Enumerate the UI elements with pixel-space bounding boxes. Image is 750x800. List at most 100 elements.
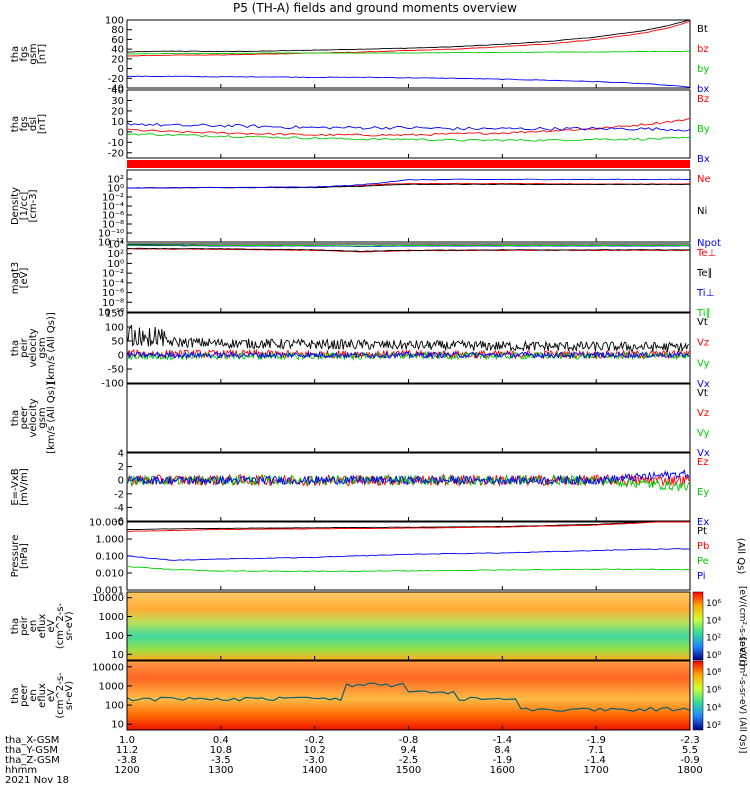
y-axis-label: fgs: [19, 46, 30, 61]
x-axis-value: -0.9: [680, 755, 700, 766]
series-line-Npot: [126, 178, 691, 189]
legend-label: Bx: [697, 154, 710, 165]
y-axis-label: fgs: [19, 116, 30, 131]
legend-label: Ey: [697, 487, 709, 498]
series-line-Vx: [126, 350, 690, 360]
y-axis-label: gsm: [37, 407, 48, 428]
legend-label: Vy: [697, 428, 710, 439]
y-tick-label: -10: [108, 138, 124, 149]
colorbar: 10⁶ 10⁴ 10² 10⁰: [692, 591, 721, 661]
y-tick-label: 10: [111, 650, 124, 661]
series-line-bx: [126, 75, 691, 88]
y-tick-label: 0: [118, 127, 124, 138]
y-tick-label: 10⁻⁶: [102, 288, 124, 299]
x-axis-value: -1.9: [493, 755, 513, 766]
x-axis-value: 1400: [302, 765, 327, 776]
spectrogram-ridge: [126, 682, 691, 712]
y-tick-label: 10⁻⁴: [102, 278, 124, 289]
legend-label: (All Qs): [735, 538, 746, 575]
y-tick-label: 10⁴: [107, 240, 124, 251]
y-tick-label: 0: [118, 476, 124, 487]
y-axis-label: eV: [46, 619, 57, 632]
legend-label: bz: [697, 44, 709, 55]
series-line-By: [126, 133, 691, 142]
legend-label: Vx: [697, 379, 710, 390]
y-axis-label: velocity: [28, 328, 39, 367]
y-axis-label: E=-VxB: [10, 468, 21, 505]
y-axis-label: [mV/m]: [19, 468, 30, 506]
y-axis-label: [eV]: [19, 268, 30, 289]
legend-label: Ti⊥: [696, 288, 714, 299]
y-tick-label: -4: [114, 503, 124, 514]
y-axis-label: tha: [10, 618, 21, 634]
spectrogram-field: [127, 592, 690, 660]
legend-label: Bz: [697, 94, 709, 105]
x-axis-value: 1800: [677, 765, 702, 776]
y-tick-label: 10²: [107, 175, 124, 186]
colorbar-tick-label: 10⁶: [706, 599, 721, 609]
x-axis-value: 8.4: [494, 745, 510, 756]
x-axis-value: 1500: [396, 765, 421, 776]
legend-label: Pe: [697, 556, 709, 567]
panels: thafgsgsm[nT]100806040200-20-40Btbzbybxt…: [10, 16, 747, 754]
y-tick-label: 10⁻⁸: [102, 220, 124, 231]
legend-label: bx: [697, 84, 709, 95]
x-axis-value: 0.4: [213, 735, 229, 746]
panel-frame: [126, 89, 691, 159]
legend-label: Vy: [697, 358, 710, 369]
series-line-by: [126, 50, 691, 55]
y-axis-label: gsm: [37, 337, 48, 358]
y-axis-label: dsl: [28, 117, 39, 131]
legend-label: Vt: [697, 388, 708, 399]
y-tick-label: 20: [111, 106, 124, 117]
legend-label: by: [697, 64, 709, 75]
y-tick-label: 40: [111, 45, 124, 56]
y-axis-label: sr-eV): [64, 681, 75, 710]
series-line-Te∥: [126, 247, 691, 252]
y-tick-label: 0.001: [95, 586, 124, 597]
y-tick-label: 1.000: [95, 535, 124, 546]
separator-band: [127, 160, 690, 168]
y-tick-label: 10000: [92, 593, 124, 604]
y-axis-label: velocity: [28, 398, 39, 437]
y-axis-label: peir: [19, 615, 30, 635]
y-tick-label: -20: [108, 74, 124, 85]
colorbar-strip: [692, 591, 704, 661]
x-axis-row-label: tha_Z-GSM: [5, 755, 60, 766]
y-axis-label: peer: [19, 406, 30, 430]
x-axis-value: 1.0: [119, 735, 135, 746]
density-panel: Density[1/cc][cm-3]10²10⁰10⁻²10⁻⁴10⁻⁶10⁻…: [10, 169, 721, 249]
colorbar-tick-label: 10⁴: [706, 616, 721, 626]
legend-label: Ez: [697, 457, 709, 468]
series-line-Te⊥: [126, 248, 691, 253]
y-tick-label: 60: [111, 35, 124, 46]
series-line-bz: [126, 20, 691, 57]
x-axis-value: -3.0: [305, 755, 325, 766]
colorbar-tick-label: 10⁴: [706, 703, 721, 713]
series-line-Bx: [126, 122, 691, 132]
legend-label: Ex: [697, 517, 709, 528]
colorbar-tick-label: 10²: [706, 721, 721, 731]
peer_spectrogram-panel: 10⁸ 10⁶ 10⁴ 10² thapeerenefluxeV(cm^2-s-sr-e…: [10, 660, 721, 731]
series-line-Ti∥: [126, 244, 691, 247]
x-axis-value: -3.8: [117, 755, 137, 766]
y-tick-label: 10.000: [89, 518, 124, 529]
x-axis-value: 10.2: [304, 745, 326, 756]
legend-label: Vt: [697, 317, 708, 328]
y-axis-label: peir: [19, 337, 30, 357]
figure-title: P5 (TH-A) fields and ground moments over…: [233, 1, 517, 15]
y-tick-label: 4: [118, 449, 124, 460]
spectrogram-field: [127, 661, 690, 730]
x-axis-value: 1600: [490, 765, 515, 776]
panel-frame: [126, 169, 691, 243]
legend-label: Ti∥: [696, 308, 711, 319]
x-axis-value: 1700: [583, 765, 608, 776]
y-tick-label: 10⁻¹²: [98, 238, 124, 249]
series-line-Pt: [127, 521, 690, 531]
y-axis-label: Density: [10, 187, 21, 225]
panel-frame: [126, 452, 691, 522]
